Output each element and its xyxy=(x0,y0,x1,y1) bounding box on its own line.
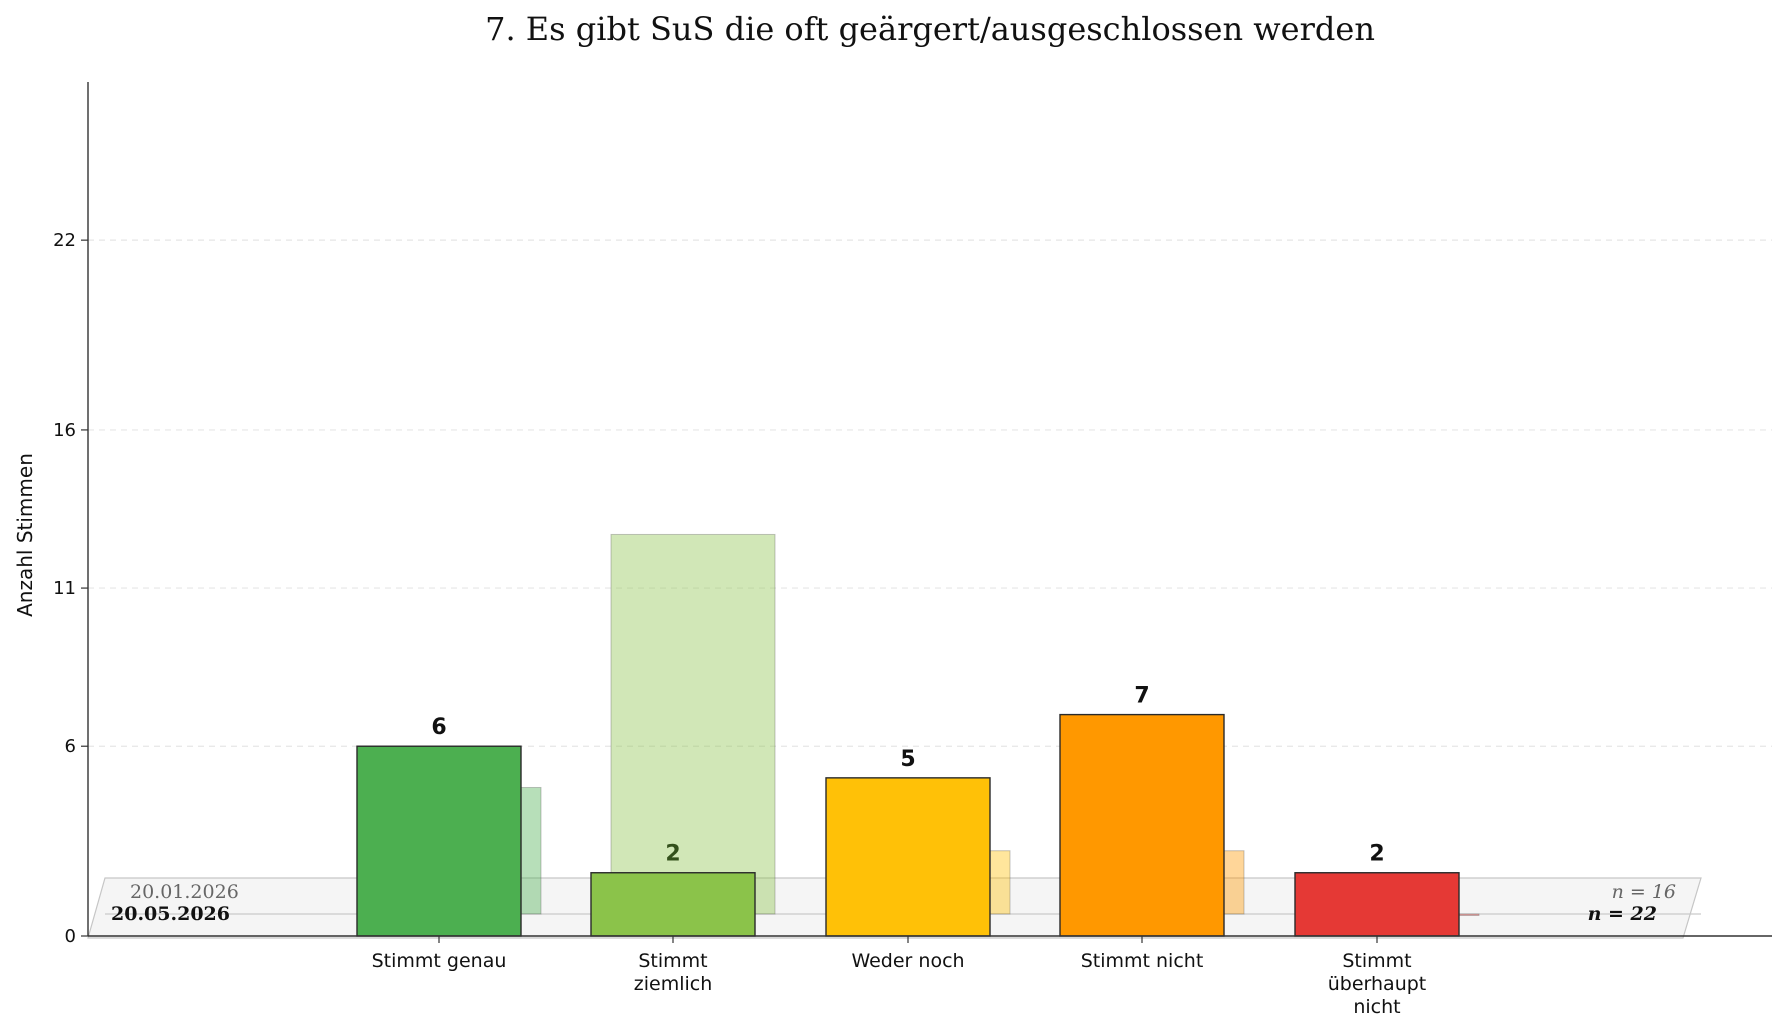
x-tick-label-2: Weder noch xyxy=(851,950,964,972)
y-tick-label-3: 16 xyxy=(53,420,76,441)
bar-front-3 xyxy=(1059,713,1225,937)
x-tick-label-3: Stimmt nicht xyxy=(1081,950,1204,972)
y-tick-label-4: 22 xyxy=(53,230,76,251)
grid-lines xyxy=(88,239,1772,747)
bar-value-label-2: 5 xyxy=(900,747,915,772)
bar-front-4 xyxy=(1294,872,1460,937)
y-tick-label-0: 0 xyxy=(65,926,76,947)
y-tick-label-2: 11 xyxy=(53,578,76,599)
x-tick-label-4: Stimmt überhaupt nicht xyxy=(1328,950,1427,1018)
legend-sample-front: n = 22 xyxy=(1588,903,1657,925)
chart-title: 7. Es gibt SuS die oft geärgert/ausgesch… xyxy=(485,10,1375,48)
legend-sample-back: n = 16 xyxy=(1612,881,1676,903)
front-series xyxy=(356,713,1460,937)
bar-front-1 xyxy=(590,872,756,937)
y-axis-label: Anzahl Stimmen xyxy=(13,453,37,617)
bar-front-2 xyxy=(825,777,991,937)
x-tick-label-0: Stimmt genau xyxy=(372,950,507,972)
bar-value-label-0: 6 xyxy=(431,715,446,740)
legend-series-name-front: 20.05.2026 xyxy=(111,903,230,925)
bar-front-0 xyxy=(356,745,522,937)
bar-value-label-3: 7 xyxy=(1134,684,1149,709)
bar-value-label-1: 2 xyxy=(665,842,680,867)
bar-value-label-4: 2 xyxy=(1369,842,1384,867)
x-tick-label-1: Stimmt ziemlich xyxy=(634,950,713,995)
y-tick-label-1: 6 xyxy=(65,736,76,757)
legend-series-name-back: 20.01.2026 xyxy=(130,881,239,903)
labels: 6 2 5 7 2 Stimmt genau Stimmt ziemlich Weder noc… xyxy=(372,684,1427,1018)
bar-back-1 xyxy=(610,533,776,915)
